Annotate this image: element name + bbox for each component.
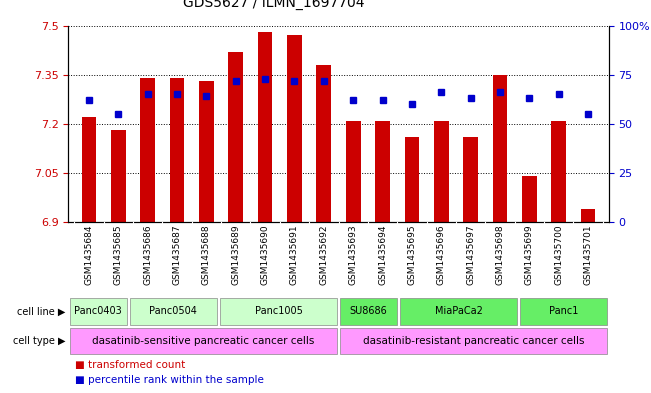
Bar [258, 32, 273, 222]
Bar [434, 121, 449, 222]
Bar [464, 137, 478, 222]
Bar [170, 78, 184, 222]
Bar [219, 298, 337, 325]
Text: GSM1435693: GSM1435693 [349, 224, 357, 285]
Bar [340, 298, 397, 325]
Text: GSM1435697: GSM1435697 [466, 224, 475, 285]
Bar [199, 81, 214, 222]
Text: ■ transformed count: ■ transformed count [75, 360, 185, 370]
Text: GSM1435699: GSM1435699 [525, 224, 534, 285]
Text: GSM1435698: GSM1435698 [495, 224, 505, 285]
Text: Panc0403: Panc0403 [74, 307, 122, 316]
Text: Panc1: Panc1 [549, 307, 578, 316]
Bar [316, 65, 331, 222]
Text: GDS5627 / ILMN_1697704: GDS5627 / ILMN_1697704 [183, 0, 365, 10]
Bar [400, 298, 518, 325]
Bar [404, 137, 419, 222]
Bar [111, 130, 126, 222]
Bar [130, 298, 217, 325]
Bar [493, 75, 507, 222]
Bar [70, 298, 127, 325]
Text: GSM1435684: GSM1435684 [85, 224, 93, 285]
Bar [551, 121, 566, 222]
Text: GSM1435689: GSM1435689 [231, 224, 240, 285]
Bar [520, 298, 607, 325]
Text: GSM1435690: GSM1435690 [260, 224, 270, 285]
Text: ■ percentile rank within the sample: ■ percentile rank within the sample [75, 375, 264, 385]
Text: GSM1435688: GSM1435688 [202, 224, 211, 285]
Text: GSM1435694: GSM1435694 [378, 224, 387, 285]
Text: GSM1435700: GSM1435700 [554, 224, 563, 285]
Bar [346, 121, 361, 222]
Text: dasatinib-sensitive pancreatic cancer cells: dasatinib-sensitive pancreatic cancer ce… [92, 336, 314, 346]
Text: GSM1435691: GSM1435691 [290, 224, 299, 285]
Bar [70, 328, 337, 354]
Text: SU8686: SU8686 [350, 307, 387, 316]
Text: GSM1435695: GSM1435695 [408, 224, 417, 285]
Text: GSM1435701: GSM1435701 [584, 224, 592, 285]
Text: GSM1435687: GSM1435687 [173, 224, 182, 285]
Text: GSM1435692: GSM1435692 [320, 224, 328, 285]
Text: cell type ▶: cell type ▶ [12, 336, 65, 346]
Text: Panc1005: Panc1005 [255, 307, 303, 316]
Text: MiaPaCa2: MiaPaCa2 [435, 307, 482, 316]
Bar [522, 176, 536, 222]
Bar [581, 209, 596, 222]
Text: GSM1435685: GSM1435685 [114, 224, 123, 285]
Bar [81, 117, 96, 222]
Bar [141, 78, 155, 222]
Bar [229, 52, 243, 222]
Text: cell line ▶: cell line ▶ [17, 307, 65, 316]
Text: GSM1435686: GSM1435686 [143, 224, 152, 285]
Text: Panc0504: Panc0504 [150, 307, 197, 316]
Text: dasatinib-resistant pancreatic cancer cells: dasatinib-resistant pancreatic cancer ce… [363, 336, 585, 346]
Bar [375, 121, 390, 222]
Bar [287, 35, 302, 222]
Bar [340, 328, 607, 354]
Text: GSM1435696: GSM1435696 [437, 224, 446, 285]
